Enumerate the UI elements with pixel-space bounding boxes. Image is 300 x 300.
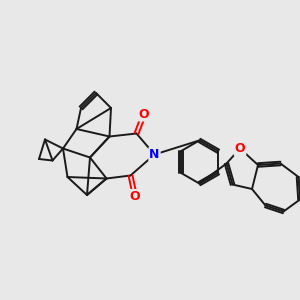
Text: O: O xyxy=(235,142,245,155)
Text: N: N xyxy=(149,148,160,161)
Text: O: O xyxy=(130,190,140,203)
Text: O: O xyxy=(139,107,149,121)
